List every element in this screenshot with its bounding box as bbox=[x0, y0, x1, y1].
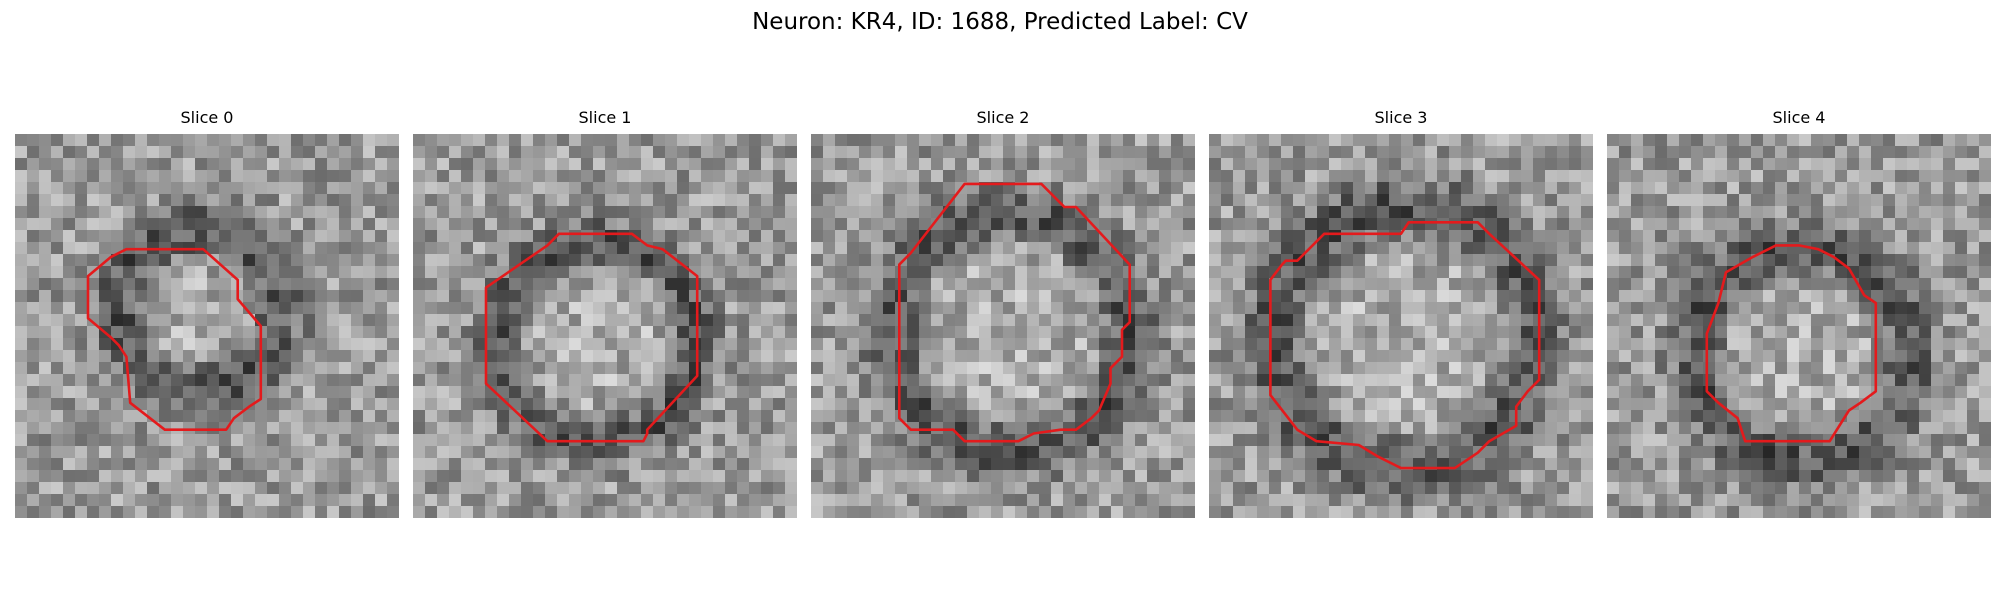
segmentation-contour bbox=[484, 232, 699, 443]
segmentation-contour bbox=[898, 182, 1132, 443]
slice-image-canvas bbox=[15, 134, 399, 518]
segmentation-contour bbox=[86, 247, 263, 432]
slice-panel-1: Slice 1 bbox=[413, 108, 797, 518]
slice-image bbox=[413, 134, 797, 518]
figure-title: Neuron: KR4, ID: 1688, Predicted Label: … bbox=[752, 9, 1248, 35]
segmentation-contour bbox=[1269, 221, 1541, 470]
slice-image-canvas bbox=[1209, 134, 1593, 518]
slice-image bbox=[1607, 134, 1991, 518]
slice-panel-3: Slice 3 bbox=[1209, 108, 1593, 518]
slice-title: Slice 4 bbox=[1772, 108, 1826, 127]
slice-title: Slice 1 bbox=[578, 108, 632, 127]
slice-title: Slice 2 bbox=[976, 108, 1030, 127]
slice-image bbox=[811, 134, 1195, 518]
slice-panel-4: Slice 4 bbox=[1607, 108, 1991, 518]
slice-image-canvas bbox=[413, 134, 797, 518]
slice-image-canvas bbox=[811, 134, 1195, 518]
slice-panel-0: Slice 0 bbox=[15, 108, 399, 518]
slice-title: Slice 3 bbox=[1374, 108, 1428, 127]
segmentation-contour bbox=[1705, 244, 1878, 443]
slice-image bbox=[1209, 134, 1593, 518]
slice-panel-2: Slice 2 bbox=[811, 108, 1195, 518]
slice-title: Slice 0 bbox=[180, 108, 234, 127]
slice-image-canvas bbox=[1607, 134, 1991, 518]
slice-image bbox=[15, 134, 399, 518]
